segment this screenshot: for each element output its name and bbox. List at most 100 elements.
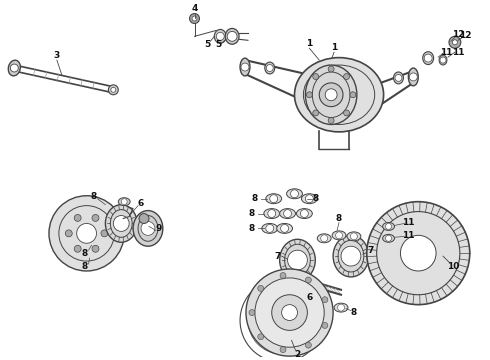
Circle shape xyxy=(255,278,324,347)
Circle shape xyxy=(258,334,264,340)
Text: 3: 3 xyxy=(54,51,60,60)
Ellipse shape xyxy=(317,234,331,243)
Circle shape xyxy=(343,110,349,116)
Circle shape xyxy=(300,210,308,217)
Circle shape xyxy=(139,213,149,224)
Circle shape xyxy=(272,295,307,330)
Text: 11: 11 xyxy=(440,48,452,57)
Circle shape xyxy=(280,273,286,279)
Circle shape xyxy=(216,32,224,40)
Circle shape xyxy=(409,73,417,81)
Circle shape xyxy=(386,235,392,241)
Circle shape xyxy=(266,224,274,232)
Text: 7: 7 xyxy=(368,246,374,255)
Ellipse shape xyxy=(334,303,348,312)
Ellipse shape xyxy=(225,28,239,44)
Text: 7: 7 xyxy=(274,252,281,261)
Circle shape xyxy=(92,245,99,252)
Text: 8: 8 xyxy=(81,249,88,258)
Circle shape xyxy=(305,277,311,283)
Circle shape xyxy=(313,110,318,116)
Circle shape xyxy=(190,14,199,23)
Circle shape xyxy=(350,233,357,240)
Circle shape xyxy=(284,210,292,217)
Circle shape xyxy=(328,66,334,72)
Text: 1: 1 xyxy=(306,39,313,48)
Circle shape xyxy=(325,89,337,101)
Circle shape xyxy=(241,63,249,71)
Text: 8: 8 xyxy=(81,261,88,270)
Text: 12: 12 xyxy=(459,31,471,40)
Text: 5: 5 xyxy=(204,40,211,49)
Circle shape xyxy=(65,230,72,237)
Circle shape xyxy=(77,224,97,243)
Text: 9: 9 xyxy=(156,224,162,233)
Text: 10: 10 xyxy=(447,261,459,270)
Ellipse shape xyxy=(214,30,226,43)
Circle shape xyxy=(291,190,298,198)
Text: 8: 8 xyxy=(336,214,342,223)
Ellipse shape xyxy=(277,224,293,233)
Circle shape xyxy=(341,246,361,266)
Circle shape xyxy=(306,92,312,98)
Circle shape xyxy=(141,221,155,235)
Circle shape xyxy=(322,323,328,328)
Ellipse shape xyxy=(383,222,394,230)
Circle shape xyxy=(400,235,436,271)
Ellipse shape xyxy=(383,234,394,242)
Circle shape xyxy=(395,75,402,81)
Circle shape xyxy=(449,36,461,48)
Ellipse shape xyxy=(262,224,278,233)
Ellipse shape xyxy=(118,198,130,206)
Circle shape xyxy=(386,224,392,229)
Circle shape xyxy=(321,235,328,242)
Text: 12: 12 xyxy=(452,30,464,39)
Ellipse shape xyxy=(347,232,361,241)
Ellipse shape xyxy=(240,58,250,76)
Circle shape xyxy=(108,85,118,95)
Circle shape xyxy=(440,57,446,63)
Ellipse shape xyxy=(280,239,315,281)
Circle shape xyxy=(74,215,81,221)
Circle shape xyxy=(336,232,343,239)
Text: 8: 8 xyxy=(90,192,97,201)
Circle shape xyxy=(10,64,18,72)
Circle shape xyxy=(328,117,334,123)
Ellipse shape xyxy=(423,52,434,64)
Circle shape xyxy=(111,87,116,92)
Ellipse shape xyxy=(105,204,137,242)
Ellipse shape xyxy=(264,208,280,219)
Text: 11: 11 xyxy=(402,231,415,240)
Circle shape xyxy=(113,216,129,231)
Circle shape xyxy=(424,54,432,62)
Circle shape xyxy=(280,347,286,352)
Circle shape xyxy=(92,215,99,221)
Ellipse shape xyxy=(266,194,282,204)
Circle shape xyxy=(101,230,108,237)
Circle shape xyxy=(350,92,356,98)
Ellipse shape xyxy=(333,235,369,277)
Ellipse shape xyxy=(296,208,312,219)
Text: 4: 4 xyxy=(191,4,197,13)
Text: 2: 2 xyxy=(294,350,300,359)
Circle shape xyxy=(322,297,328,303)
Circle shape xyxy=(338,304,344,311)
Circle shape xyxy=(258,285,264,291)
Circle shape xyxy=(452,40,457,45)
Ellipse shape xyxy=(294,58,384,132)
Circle shape xyxy=(343,73,349,80)
Ellipse shape xyxy=(332,231,346,240)
Circle shape xyxy=(227,31,237,41)
Text: 5: 5 xyxy=(215,40,221,49)
Ellipse shape xyxy=(280,208,295,219)
Circle shape xyxy=(305,342,311,348)
Text: 8: 8 xyxy=(249,209,255,218)
Text: 11: 11 xyxy=(452,48,464,57)
Circle shape xyxy=(305,195,313,203)
Circle shape xyxy=(192,16,197,21)
Text: 11: 11 xyxy=(402,218,415,227)
Circle shape xyxy=(121,199,127,204)
Circle shape xyxy=(282,305,297,320)
Text: 1: 1 xyxy=(331,43,337,52)
Circle shape xyxy=(270,195,278,203)
